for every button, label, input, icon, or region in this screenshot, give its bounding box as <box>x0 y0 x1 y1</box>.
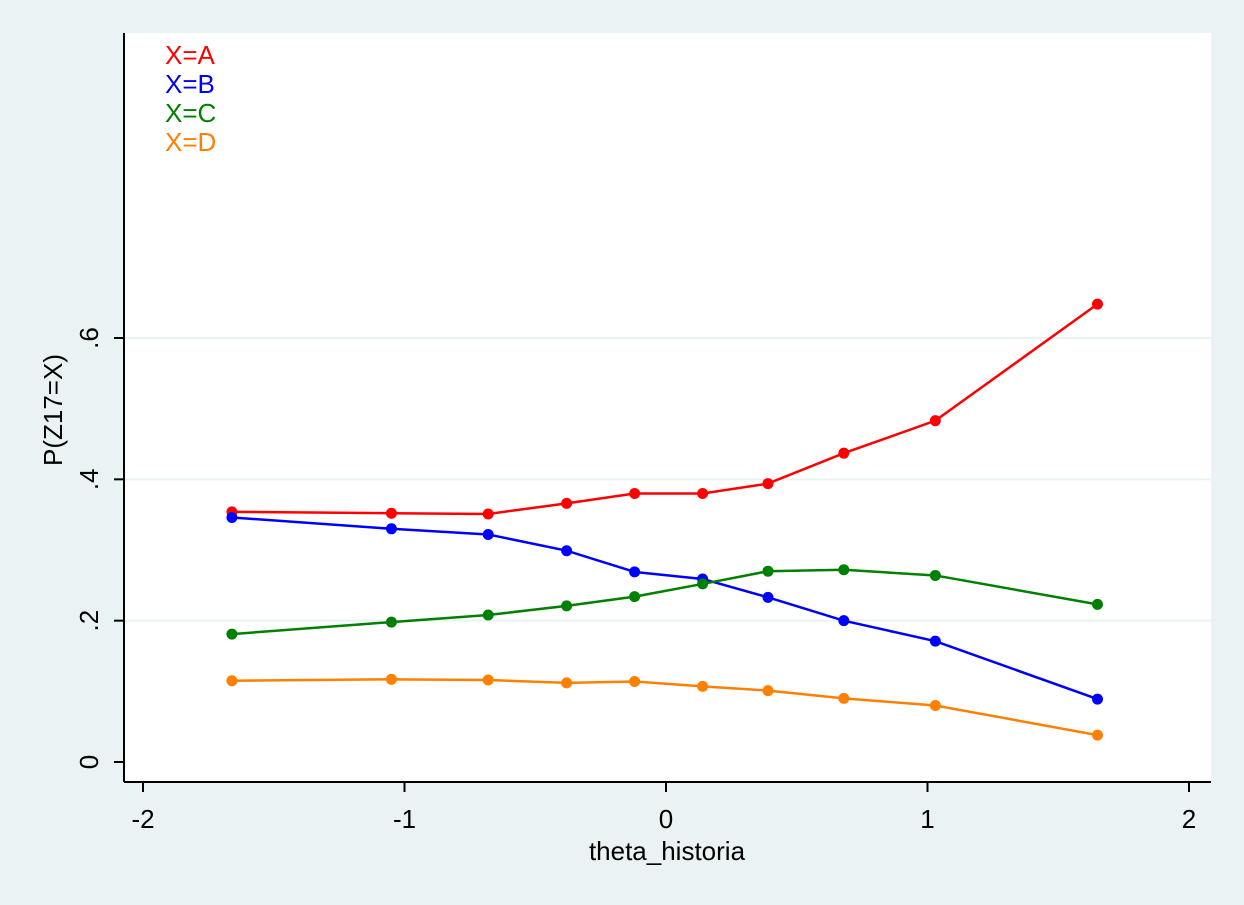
data-point <box>482 528 494 540</box>
data-point <box>385 523 397 535</box>
data-point <box>629 591 641 603</box>
legend-label: X=D <box>165 127 216 157</box>
data-point <box>561 545 573 557</box>
legend: X=AX=BX=CX=D <box>165 40 216 157</box>
data-point <box>482 674 494 686</box>
data-point <box>1091 598 1103 610</box>
legend-label: X=A <box>165 40 216 70</box>
data-point <box>226 628 238 640</box>
data-point <box>929 415 941 427</box>
x-tick-label: -1 <box>393 804 416 834</box>
data-point <box>838 615 850 627</box>
data-point <box>561 677 573 689</box>
data-point <box>762 591 774 603</box>
data-point <box>226 675 238 687</box>
x-ticks: -2 -1 0 1 2 <box>131 782 1196 834</box>
data-point <box>1091 298 1103 310</box>
series-layer <box>226 298 1103 741</box>
series-line <box>231 516 1098 701</box>
data-point <box>697 487 709 499</box>
data-point <box>762 478 774 490</box>
data-point <box>762 565 774 577</box>
data-point <box>226 511 238 523</box>
series-line <box>231 678 1098 737</box>
data-point <box>929 635 941 647</box>
plot-area-background <box>124 33 1211 782</box>
y-tick-label: 0 <box>74 755 104 769</box>
data-point <box>482 609 494 621</box>
data-point <box>629 487 641 499</box>
data-point <box>838 692 850 704</box>
legend-label: X=B <box>165 69 215 99</box>
x-tick-label: 1 <box>920 804 934 834</box>
data-point <box>929 569 941 581</box>
y-tick-label: .6 <box>74 327 104 349</box>
series-line <box>231 303 1099 516</box>
y-ticks: 0 .2 .4 .6 <box>74 327 124 769</box>
data-point <box>762 685 774 697</box>
data-point <box>629 675 641 687</box>
data-point <box>697 578 709 590</box>
series-line <box>231 568 1098 636</box>
data-point <box>838 564 850 576</box>
series-3 <box>226 564 1103 640</box>
series-4 <box>226 673 1103 741</box>
data-point <box>929 699 941 711</box>
data-point <box>561 600 573 612</box>
gridlines <box>124 337 1211 622</box>
data-point <box>629 566 641 578</box>
x-tick-label: 2 <box>1182 804 1196 834</box>
legend-label: X=C <box>165 98 216 128</box>
data-point <box>385 616 397 628</box>
data-point <box>385 673 397 685</box>
data-point <box>838 447 850 459</box>
data-point <box>482 508 494 520</box>
y-axis-title: P(Z17=X) <box>38 354 68 466</box>
data-point <box>561 497 573 509</box>
y-tick-label: .4 <box>74 468 104 490</box>
x-tick-label: -2 <box>131 804 154 834</box>
data-point <box>1091 729 1103 741</box>
data-point <box>1091 693 1103 705</box>
data-point <box>697 680 709 692</box>
data-point <box>385 507 397 519</box>
series-2 <box>226 511 1103 705</box>
x-tick-label: 0 <box>659 804 673 834</box>
y-tick-label: .2 <box>74 610 104 632</box>
x-axis-title: theta_historia <box>589 836 746 866</box>
